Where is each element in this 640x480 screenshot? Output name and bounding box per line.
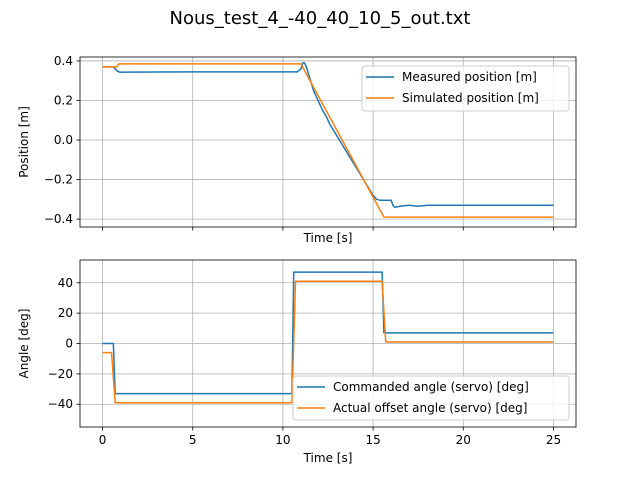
position-legend: Measured position [m] Simulated position… bbox=[361, 65, 570, 112]
y-tick-label: −20 bbox=[48, 367, 73, 381]
y-tick-label: 0.0 bbox=[54, 133, 73, 147]
y-tick-label: 40 bbox=[58, 276, 73, 290]
y-tick-label: −0.2 bbox=[44, 173, 73, 187]
legend-label-actual-offset-angle: Actual offset angle (servo) [deg] bbox=[333, 401, 527, 415]
x-tick-label: 20 bbox=[456, 433, 471, 447]
x-tick-label: 15 bbox=[365, 433, 380, 447]
x-tick-label: 10 bbox=[275, 433, 290, 447]
figure-title: Nous_test_4_-40_40_10_5_out.txt bbox=[170, 8, 471, 29]
position-y-axis-label: Position [m] bbox=[17, 106, 31, 178]
legend-label-measured-position: Measured position [m] bbox=[402, 70, 537, 84]
series-line-0 bbox=[102, 62, 554, 208]
position-x-axis-label: Time [s] bbox=[303, 231, 353, 245]
angle-axes: 0 5 10 15 20 25 −40 −20 0 20 40 Time [s] Angle [de… bbox=[17, 259, 577, 465]
series-line-1 bbox=[102, 63, 554, 218]
y-tick-label: 0 bbox=[65, 337, 73, 351]
angle-x-axis-label: Time [s] bbox=[303, 451, 353, 465]
x-tick-label: 0 bbox=[99, 433, 107, 447]
series-line-0 bbox=[102, 271, 554, 395]
angle-series bbox=[102, 271, 554, 404]
y-tick-label: 0.2 bbox=[54, 93, 73, 107]
position-axes: −0.4−0.20.00.20.4 Time [s] Position [m] … bbox=[17, 54, 577, 245]
position-ticks: −0.4 −0.2 0.0 0.2 0.4 bbox=[44, 54, 554, 231]
y-tick-label: 0.4 bbox=[54, 54, 73, 68]
y-tick-label: −0.4 bbox=[44, 212, 73, 226]
angle-legend-box bbox=[292, 375, 570, 421]
angle-grid bbox=[80, 260, 576, 427]
y-tick-label: −40 bbox=[48, 397, 73, 411]
angle-legend: Commanded angle (servo) [deg] Actual off… bbox=[292, 375, 570, 421]
position-series bbox=[102, 62, 554, 218]
position-legend-box bbox=[361, 65, 570, 112]
position-axes-frame bbox=[79, 56, 577, 228]
series-line-1 bbox=[102, 280, 554, 404]
y-tick-label: 20 bbox=[58, 306, 73, 320]
x-tick-label: 25 bbox=[546, 433, 561, 447]
angle-ticks: 0 5 10 15 20 25 −40 −20 0 20 40 bbox=[48, 276, 561, 447]
legend-label-simulated-position: Simulated position [m] bbox=[402, 91, 539, 105]
x-tick-label: 5 bbox=[189, 433, 197, 447]
legend-label-commanded-angle: Commanded angle (servo) [deg] bbox=[333, 380, 529, 394]
angle-y-axis-label: Angle [deg] bbox=[17, 309, 31, 379]
